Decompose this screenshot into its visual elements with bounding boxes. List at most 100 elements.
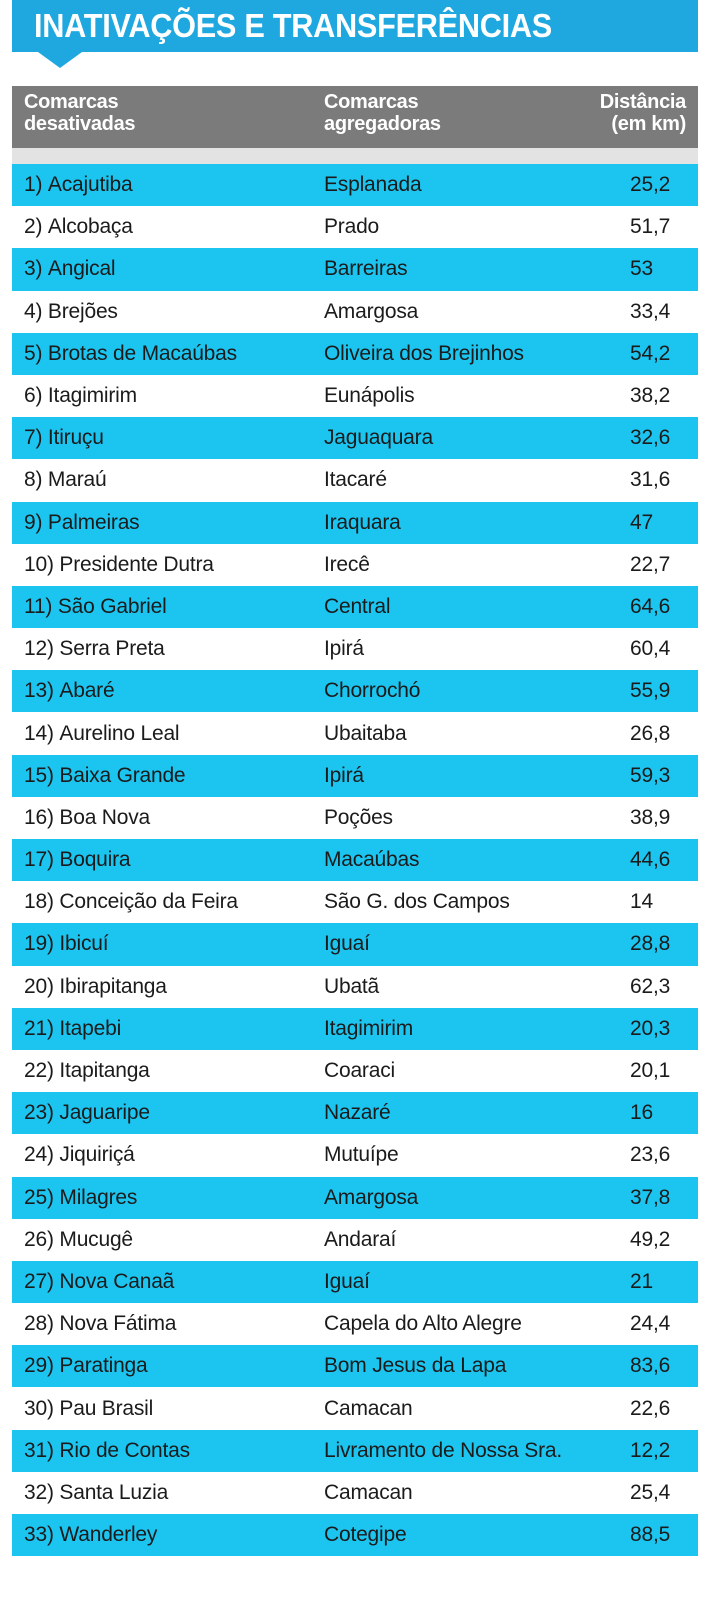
table-row: 11) São Gabriel Central 64,6 bbox=[12, 585, 698, 629]
comarca-desativada: 27) Nova Canaã bbox=[24, 1261, 174, 1303]
row-number: 23) bbox=[24, 1101, 54, 1125]
distancia-km: 60,4 bbox=[630, 637, 671, 661]
header-comarcas-agregadoras: Comarcas agregadoras bbox=[324, 91, 441, 135]
distancia-km: 16 bbox=[630, 1101, 653, 1125]
distancia-km: 20,1 bbox=[630, 1059, 671, 1083]
table-row: 21) Itapebi Itagimirim 20,3 bbox=[12, 1007, 698, 1050]
table-row: 16) Boa Nova Poções 38,9 bbox=[12, 796, 698, 839]
comarca-desativada: 32) Santa Luzia bbox=[24, 1472, 168, 1514]
comarca-desativada-name: Aurelino Leal bbox=[59, 721, 180, 745]
table-row: 32) Santa Luzia Camacan 25,4 bbox=[12, 1471, 698, 1514]
header-distancia: Distância (em km) bbox=[599, 91, 687, 135]
comarca-desativada-name: Santa Luzia bbox=[59, 1480, 169, 1504]
comarca-desativada: 2) Alcobaça bbox=[24, 206, 133, 248]
comarca-desativada-name: Abaré bbox=[59, 679, 115, 703]
distancia-km: 88,5 bbox=[630, 1523, 671, 1547]
header-col2-line1: Comarcas bbox=[324, 91, 419, 113]
comarca-agregadora: Irecê bbox=[324, 552, 370, 576]
row-number: 22) bbox=[24, 1059, 54, 1083]
comarca-desativada-name: Boa Nova bbox=[59, 805, 151, 829]
table-header: Comarcas desativadas Comarcas agregadora… bbox=[12, 86, 698, 148]
distancia-km: 49,2 bbox=[630, 1227, 671, 1251]
distancia-km: 25,4 bbox=[630, 1480, 671, 1504]
row-number: 9) bbox=[24, 510, 43, 534]
comarca-desativada: 30) Pau Brasil bbox=[24, 1387, 153, 1429]
row-number: 14) bbox=[24, 721, 54, 745]
distancia-km: 44,6 bbox=[630, 848, 671, 872]
comarca-desativada-name: Brotas de Macaúbas bbox=[47, 341, 237, 365]
table-row: 8) Maraú Itacaré 31,6 bbox=[12, 459, 698, 502]
comarca-desativada: 11) São Gabriel bbox=[24, 586, 167, 628]
comarca-desativada: 22) Itapitanga bbox=[24, 1050, 150, 1092]
comarca-agregadora: Amargosa bbox=[324, 1185, 419, 1209]
row-number: 21) bbox=[24, 1016, 54, 1040]
table-row: 19) Ibicuí Iguaí 28,8 bbox=[12, 923, 698, 966]
distancia-km: 24,4 bbox=[630, 1312, 671, 1336]
row-number: 10) bbox=[24, 552, 54, 576]
comarca-desativada-name: Itapitanga bbox=[59, 1059, 150, 1083]
comarca-agregadora: Esplanada bbox=[324, 173, 422, 197]
header-col1-line2: desativadas bbox=[24, 113, 136, 135]
comarca-desativada-name: Jaguaripe bbox=[59, 1101, 150, 1125]
comarca-desativada-name: Maraú bbox=[47, 468, 107, 492]
comarca-desativada: 7) Itiruçu bbox=[24, 417, 104, 459]
distancia-km: 83,6 bbox=[630, 1354, 671, 1378]
table-row: 22) Itapitanga Coaraci 20,1 bbox=[12, 1049, 698, 1093]
table-row: 13) Abaré Chorrochó 55,9 bbox=[12, 670, 698, 713]
table-row: 29) Paratinga Bom Jesus da Lapa 83,6 bbox=[12, 1345, 698, 1388]
comarca-agregadora: Iraquara bbox=[324, 510, 401, 534]
comarca-agregadora: Poções bbox=[324, 805, 393, 829]
comarca-desativada-name: Conceição da Feira bbox=[59, 890, 238, 914]
comarca-agregadora: Central bbox=[324, 594, 391, 618]
comarca-agregadora: Jaguaquara bbox=[324, 426, 433, 450]
comarca-desativada-name: Itagimirim bbox=[47, 384, 137, 408]
distancia-km: 53 bbox=[630, 257, 653, 281]
comarca-agregadora: Camacan bbox=[324, 1480, 413, 1504]
comarca-desativada-name: Milagres bbox=[59, 1185, 138, 1209]
table-row: 5) Brotas de Macaúbas Oliveira dos Brejin… bbox=[12, 332, 698, 375]
distancia-km: 22,6 bbox=[630, 1396, 671, 1420]
comarca-desativada: 14) Aurelino Leal bbox=[24, 712, 180, 754]
comarca-desativada: 4) Brejões bbox=[24, 291, 118, 333]
distancia-km: 23,6 bbox=[630, 1143, 671, 1167]
table-row: 4) Brejões Amargosa 33,4 bbox=[12, 290, 698, 333]
comarca-agregadora: Bom Jesus da Lapa bbox=[324, 1354, 507, 1378]
comarca-desativada-name: Rio de Contas bbox=[59, 1438, 190, 1462]
comarca-agregadora: Ipirá bbox=[324, 637, 364, 661]
comarca-agregadora: Ubaitaba bbox=[324, 721, 407, 745]
table-row: 3) Angical Barreiras 53 bbox=[12, 248, 698, 291]
comarca-agregadora: Coaraci bbox=[324, 1059, 395, 1083]
comarca-agregadora: Capela do Alto Alegre bbox=[324, 1312, 522, 1336]
table-row: 31) Rio de Contas Livramento de Nossa Sra… bbox=[12, 1429, 698, 1472]
comarca-agregadora: Chorrochó bbox=[324, 679, 421, 703]
comarca-desativada-name: Itapebi bbox=[59, 1016, 122, 1040]
comarca-agregadora: Mutuípe bbox=[324, 1143, 399, 1167]
comarca-agregadora: Andaraí bbox=[324, 1227, 397, 1251]
row-number: 33) bbox=[24, 1523, 54, 1547]
comarca-desativada-name: Ibirapitanga bbox=[59, 974, 167, 998]
header-col3-line1: Distância bbox=[599, 91, 687, 113]
row-number: 17) bbox=[24, 848, 54, 872]
comarca-desativada: 33) Wanderley bbox=[24, 1514, 157, 1556]
comarca-agregadora: Barreiras bbox=[324, 257, 408, 281]
distancia-km: 62,3 bbox=[630, 974, 671, 998]
row-number: 25) bbox=[24, 1185, 54, 1209]
comarca-desativada-name: Paratinga bbox=[59, 1354, 148, 1378]
distancia-km: 21 bbox=[630, 1269, 653, 1293]
row-number: 3) bbox=[24, 257, 43, 281]
comarca-desativada: 28) Nova Fátima bbox=[24, 1303, 176, 1345]
distancia-km: 22,7 bbox=[630, 552, 671, 576]
comarca-agregadora: São G. dos Campos bbox=[324, 890, 510, 914]
comarca-agregadora: Nazaré bbox=[324, 1101, 391, 1125]
distancia-km: 28,8 bbox=[630, 932, 671, 956]
row-number: 30) bbox=[24, 1396, 54, 1420]
table-row: 15) Baixa Grande Ipirá 59,3 bbox=[12, 754, 698, 797]
table-row: 25) Milagres Amargosa 37,8 bbox=[12, 1176, 698, 1219]
row-number: 1) bbox=[24, 173, 43, 197]
title-banner: INATIVAÇÕES E TRANSFERÊNCIAS bbox=[12, 0, 698, 52]
comarca-desativada: 20) Ibirapitanga bbox=[24, 966, 167, 1008]
row-number: 5) bbox=[24, 341, 43, 365]
comarca-desativada-name: Palmeiras bbox=[47, 510, 140, 534]
comarca-desativada-name: Itiruçu bbox=[47, 426, 104, 450]
table-row: 27) Nova Canaã Iguaí 21 bbox=[12, 1260, 698, 1304]
